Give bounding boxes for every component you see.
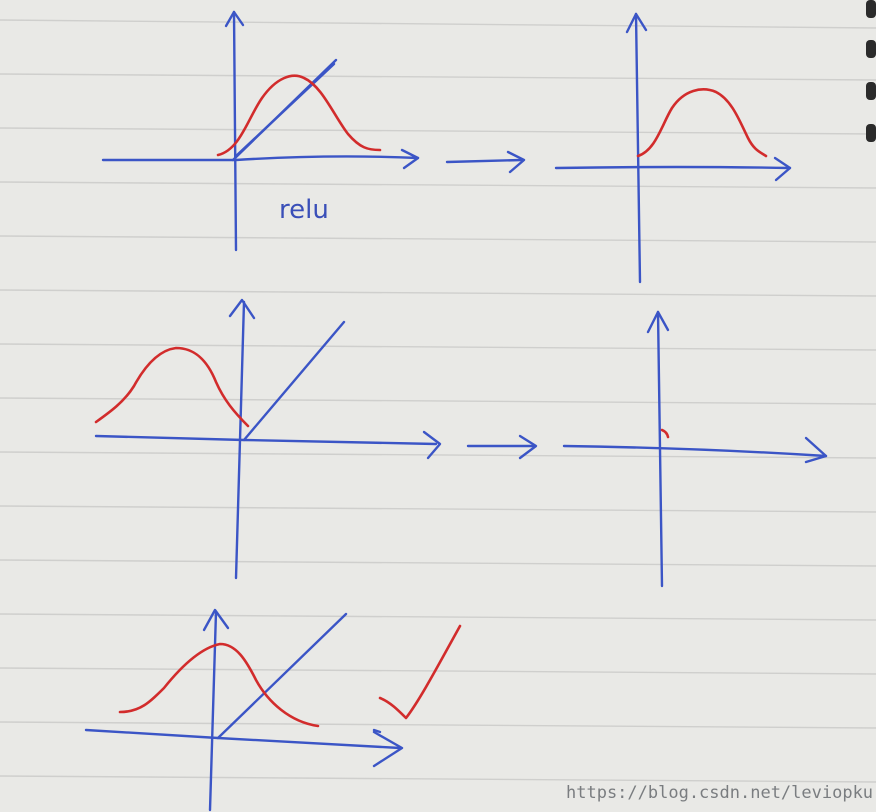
gaussian-centered	[118, 642, 320, 728]
x-axis-arrowhead	[372, 730, 404, 768]
x-axis	[94, 434, 438, 446]
x-axis-tail-dot	[372, 728, 382, 734]
relu-line	[216, 612, 348, 740]
relu-line	[242, 320, 346, 442]
sketch-relu-gaussian: relu	[101, 10, 420, 252]
watermark-url: https://blog.csdn.net/leviopku	[566, 783, 873, 803]
relu-line-overstroke	[234, 62, 336, 158]
sketch-result-positive	[554, 12, 792, 284]
x-axis	[554, 165, 792, 170]
transform-arrow-2	[466, 434, 538, 460]
y-axis-arrowhead	[202, 608, 230, 632]
x-axis-arrowhead	[804, 436, 828, 464]
x-axis-arrowhead	[400, 148, 420, 170]
gaussian-curve	[216, 74, 382, 157]
y-axis-arrowhead	[228, 298, 256, 320]
x-axis	[101, 155, 420, 162]
x-axis	[562, 444, 828, 458]
y-axis-arrowhead	[224, 10, 245, 28]
y-axis	[634, 12, 642, 284]
gaussian-negative	[94, 346, 250, 428]
y-axis-arrowhead	[625, 12, 648, 34]
gaussian-positive	[636, 88, 768, 158]
check-mark	[378, 624, 462, 720]
y-axis	[208, 610, 218, 812]
transform-arrow-1	[445, 150, 526, 174]
x-axis-arrowhead	[773, 156, 792, 182]
sketch-result-near-zero	[562, 310, 828, 588]
ruled-lines	[0, 19, 876, 783]
y-axis	[232, 10, 238, 252]
sketch-relu-centered-gaussian	[84, 608, 462, 812]
relu-label: relu	[279, 195, 329, 225]
y-axis-arrowhead	[646, 310, 670, 334]
x-axis-arrowhead	[422, 430, 442, 460]
sketch-relu-negative-gaussian	[94, 298, 442, 580]
tiny-red-tick	[660, 428, 670, 439]
binder-holes	[866, 0, 876, 142]
x-axis	[84, 728, 402, 750]
